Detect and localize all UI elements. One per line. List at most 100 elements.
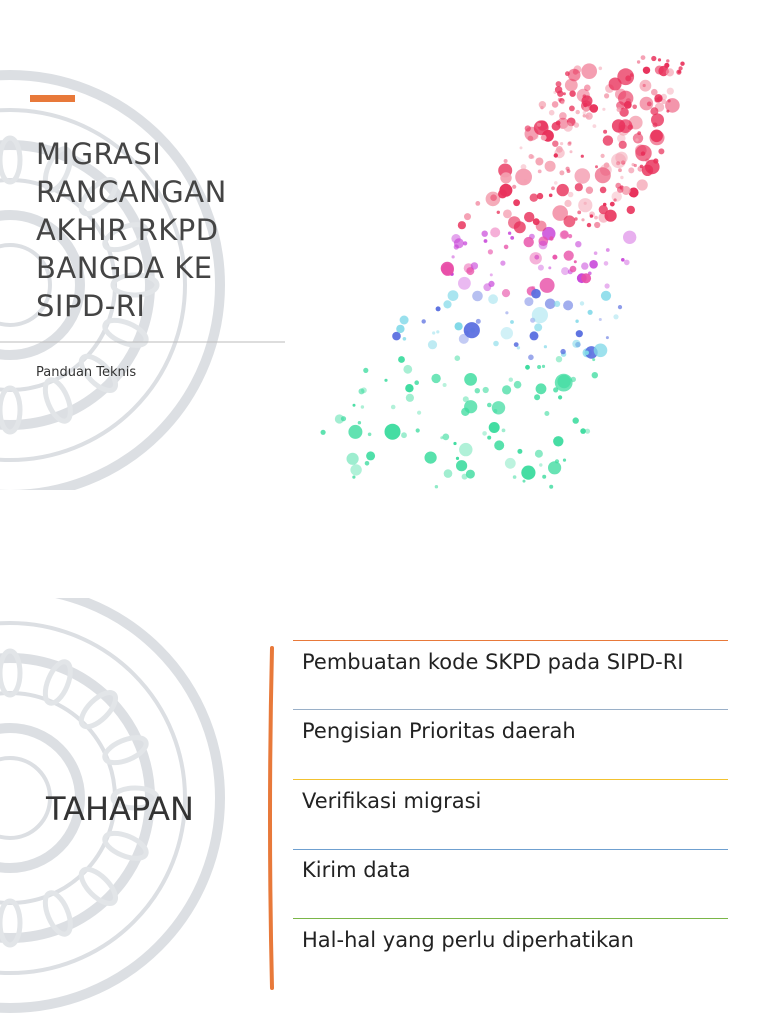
dot xyxy=(454,355,461,362)
dot xyxy=(665,68,675,77)
dot xyxy=(603,261,609,266)
subtitle: Panduan Teknis xyxy=(36,365,137,380)
dot xyxy=(531,285,536,290)
dot xyxy=(618,119,633,133)
agenda-item: Verifikasi migrasi xyxy=(302,789,482,813)
mandala-pattern xyxy=(0,70,225,490)
slide-decoration xyxy=(0,55,685,490)
dot xyxy=(635,144,647,157)
mandala-petal xyxy=(42,890,73,937)
dot xyxy=(600,153,605,158)
dot xyxy=(617,305,623,310)
dot xyxy=(553,153,558,158)
dot xyxy=(567,141,572,146)
dot xyxy=(548,109,555,116)
dot xyxy=(504,457,516,469)
dot xyxy=(523,236,534,248)
dot xyxy=(651,88,658,96)
mandala-petal xyxy=(102,830,149,861)
dot xyxy=(604,283,610,289)
slide-title: TAHAPAN xyxy=(46,790,194,828)
dot xyxy=(516,346,521,350)
dot xyxy=(348,424,363,439)
mandala-petal xyxy=(78,353,118,393)
mandala-petal xyxy=(42,146,73,193)
dot xyxy=(557,90,564,97)
dot xyxy=(503,209,512,219)
dot xyxy=(609,201,615,207)
dot xyxy=(505,311,509,315)
dot xyxy=(593,251,598,255)
dot xyxy=(483,239,488,243)
dot xyxy=(513,380,522,389)
dot xyxy=(500,260,506,266)
dot xyxy=(558,395,563,400)
mandala-petal xyxy=(0,898,23,948)
dot xyxy=(494,440,505,451)
dot xyxy=(628,167,635,174)
dot xyxy=(507,231,512,235)
dot xyxy=(472,290,483,302)
dot xyxy=(563,250,574,261)
dot xyxy=(635,144,652,162)
dot xyxy=(436,330,440,334)
dot xyxy=(594,215,598,220)
dot xyxy=(619,107,629,117)
dot xyxy=(502,385,512,395)
dot xyxy=(503,159,508,163)
dot xyxy=(364,461,370,466)
dot xyxy=(611,191,622,202)
dot xyxy=(537,264,544,271)
dot xyxy=(485,191,501,207)
dot xyxy=(666,59,670,63)
mandala-ring xyxy=(0,653,155,943)
dots-image xyxy=(320,55,685,489)
dot xyxy=(432,331,436,335)
dot xyxy=(552,205,568,221)
dot xyxy=(553,387,559,393)
agenda-slide: TAHAPAN Pembuatan kode SKPD pada SIPD-RI… xyxy=(0,598,768,1024)
dot xyxy=(604,93,610,99)
dot xyxy=(537,122,542,127)
dot xyxy=(366,451,376,461)
dot xyxy=(520,164,527,170)
dot xyxy=(642,66,651,74)
mandala-pattern xyxy=(0,598,225,1013)
dot xyxy=(616,161,621,166)
dot xyxy=(352,475,356,479)
dot xyxy=(530,155,535,159)
dot xyxy=(551,121,561,131)
dot xyxy=(583,106,589,112)
dot xyxy=(535,383,547,395)
dot xyxy=(584,350,589,356)
dot xyxy=(431,373,441,384)
dot xyxy=(574,217,578,221)
dot xyxy=(651,55,657,62)
dot xyxy=(442,433,450,441)
dot xyxy=(568,234,573,239)
mandala-ring xyxy=(0,598,225,1013)
dot xyxy=(544,160,556,172)
dot xyxy=(584,84,591,92)
mandala-ring xyxy=(0,108,187,462)
dot xyxy=(454,322,463,331)
dot xyxy=(613,314,619,320)
dot xyxy=(585,114,589,119)
dot xyxy=(549,484,554,489)
dot xyxy=(556,183,569,197)
agenda-item: Kirim data xyxy=(302,858,411,882)
dot xyxy=(666,109,670,113)
mandala-petal xyxy=(0,135,23,185)
dot xyxy=(589,214,594,218)
dot xyxy=(490,194,497,201)
dot xyxy=(650,107,659,116)
dot xyxy=(434,485,439,489)
dot xyxy=(457,221,466,230)
dot xyxy=(552,140,559,147)
agenda-item: Pengisian Prioritas daerah xyxy=(302,719,576,743)
dot xyxy=(617,134,626,143)
dot xyxy=(524,125,531,132)
dot xyxy=(466,267,475,276)
dot xyxy=(554,373,573,392)
mandala-petal xyxy=(78,177,118,217)
